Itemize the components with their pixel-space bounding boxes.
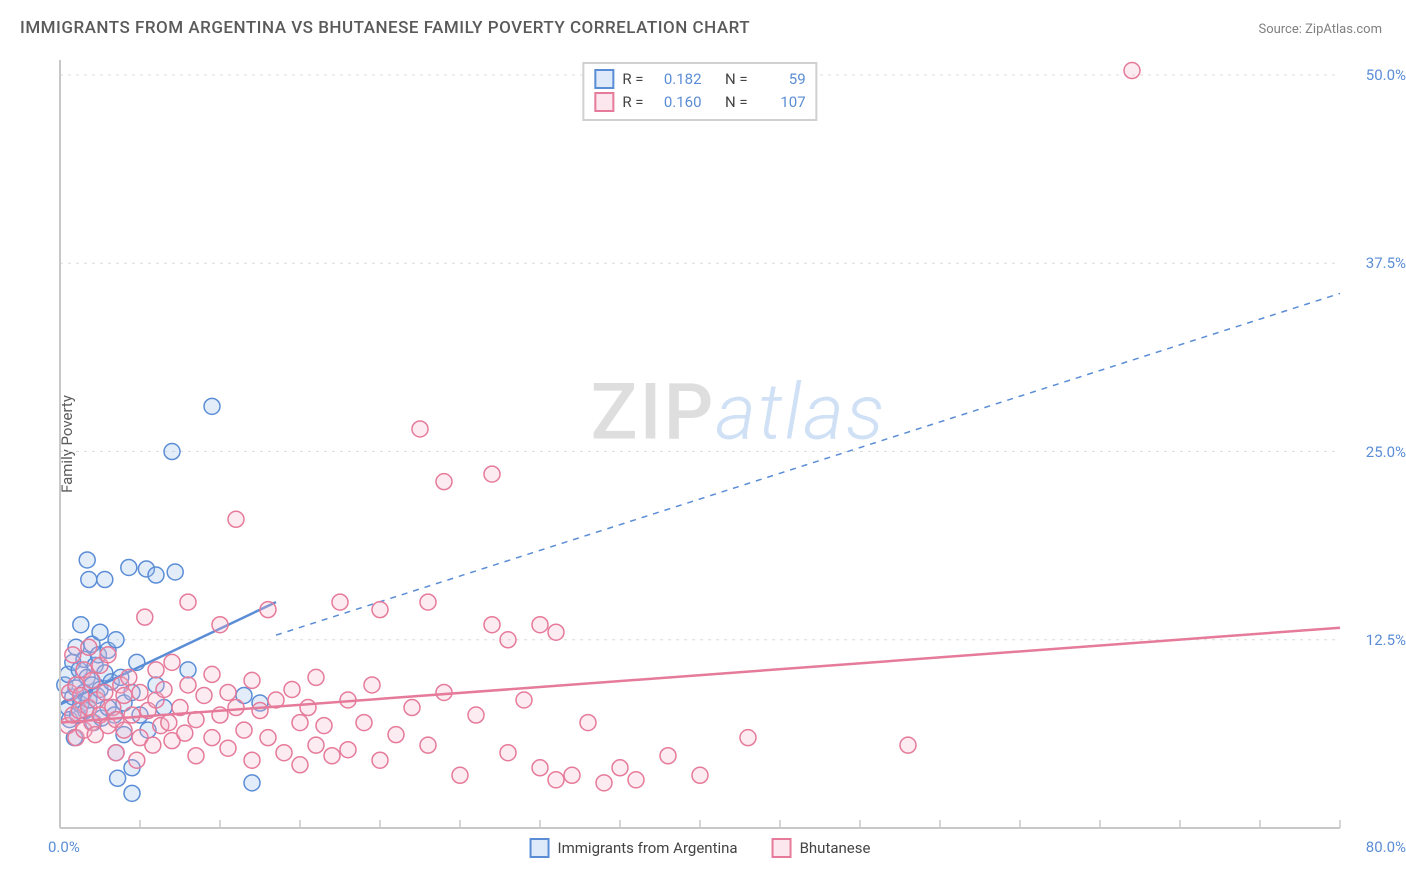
legend-swatch: [594, 69, 614, 89]
y-tick-label: 37.5%: [1366, 254, 1406, 272]
legend-n-value: 107: [756, 91, 806, 114]
legend-n-label: N =: [725, 91, 748, 114]
legend-swatch: [594, 92, 614, 112]
legend-swatch: [530, 838, 550, 858]
scatter-plot: [60, 60, 1340, 828]
legend-corr-row: R = 0.160 N = 107: [594, 91, 805, 114]
source-attribution: Source: ZipAtlas.com: [1258, 22, 1382, 37]
legend-r-value: 0.160: [652, 91, 702, 114]
legend-n-value: 59: [756, 68, 806, 91]
legend-r-label: R =: [622, 91, 643, 114]
legend-correlation: R = 0.182 N = 59 R = 0.160 N = 107: [582, 62, 817, 121]
legend-r-value: 0.182: [652, 68, 702, 91]
y-tick-label: 50.0%: [1366, 66, 1406, 84]
source-link[interactable]: ZipAtlas.com: [1305, 22, 1382, 37]
legend-r-label: R =: [622, 68, 643, 91]
legend-series: Immigrants from Argentina Bhutanese: [530, 838, 871, 858]
legend-series-label: Immigrants from Argentina: [558, 839, 738, 857]
legend-corr-row: R = 0.182 N = 59: [594, 68, 805, 91]
y-tick-label: 12.5%: [1366, 631, 1406, 649]
legend-series-item: Immigrants from Argentina: [530, 838, 738, 858]
y-tick-label: 25.0%: [1366, 443, 1406, 461]
legend-n-label: N =: [725, 68, 748, 91]
legend-series-item: Bhutanese: [772, 838, 871, 858]
legend-series-label: Bhutanese: [800, 839, 871, 857]
chart-title: IMMIGRANTS FROM ARGENTINA VS BHUTANESE F…: [20, 18, 750, 38]
x-origin-label: 0.0%: [48, 838, 80, 856]
source-prefix: Source:: [1258, 22, 1305, 37]
x-max-label: 80.0%: [1366, 838, 1406, 856]
chart-area: Family Poverty ZIPatlas R =0.182 N =59R …: [60, 60, 1340, 828]
legend-swatch: [772, 838, 792, 858]
